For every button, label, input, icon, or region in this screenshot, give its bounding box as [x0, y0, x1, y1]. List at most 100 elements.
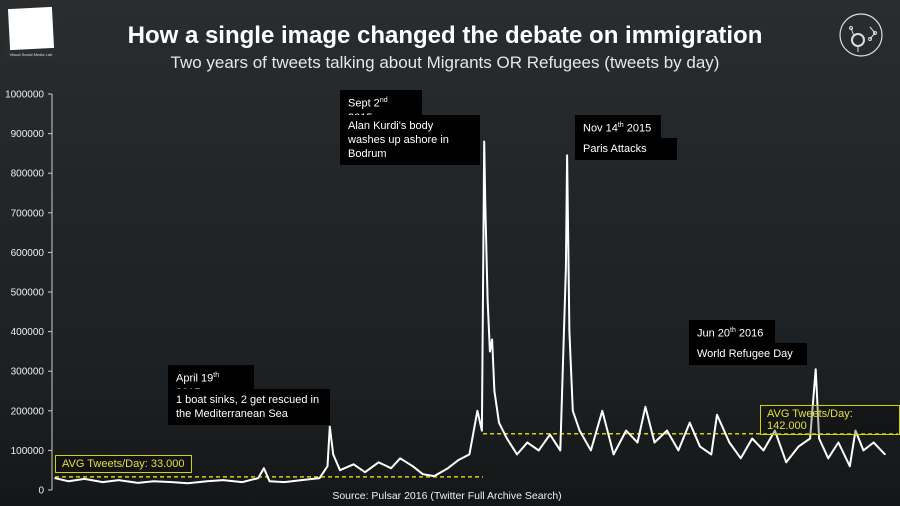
data-point	[699, 445, 701, 448]
data-point	[399, 457, 401, 460]
data-point	[390, 467, 392, 470]
data-point	[468, 453, 471, 456]
data-point	[339, 469, 341, 472]
data-point	[710, 453, 713, 456]
data-point	[493, 390, 496, 392]
data-points	[54, 140, 886, 485]
data-point	[827, 457, 830, 460]
data-point	[872, 441, 875, 444]
data-point	[422, 473, 424, 475]
y-tick-label: 600000	[11, 248, 45, 259]
data-point	[728, 441, 731, 444]
data-point	[67, 480, 70, 483]
y-tick-label: 200000	[11, 406, 45, 417]
data-point	[486, 299, 489, 301]
data-point	[644, 406, 647, 408]
chart-subtitle: Two years of tweets talking about Migran…	[170, 53, 720, 72]
data-point	[636, 441, 639, 444]
y-tick-label: 700000	[11, 208, 45, 219]
data-point	[862, 449, 865, 452]
data-point	[601, 410, 604, 412]
data-point	[854, 429, 857, 432]
data-point	[187, 482, 189, 485]
data-point	[740, 457, 742, 460]
data-point	[590, 449, 592, 452]
y-tick-label: 400000	[11, 327, 45, 338]
data-point	[751, 437, 753, 440]
data-point	[484, 204, 487, 206]
y-tick-label: 100000	[11, 446, 45, 457]
data-point	[257, 477, 260, 479]
annotation-date-nov14: Nov 14th 2015	[575, 115, 661, 140]
data-point	[837, 441, 840, 444]
data-point	[762, 449, 765, 452]
data-point	[241, 481, 244, 483]
data-point	[263, 467, 265, 470]
y-tick-label: 500000	[11, 288, 45, 299]
data-point	[526, 441, 529, 444]
data-point	[571, 410, 574, 412]
data-point	[688, 421, 691, 424]
data-point	[433, 475, 436, 477]
data-point	[352, 463, 355, 466]
source-note: Source: Pulsar 2016 (Twitter Full Archiv…	[332, 490, 562, 502]
data-point	[612, 453, 615, 456]
data-point	[206, 480, 208, 483]
data-point	[489, 350, 491, 353]
data-point	[83, 478, 86, 480]
data-point	[117, 479, 120, 481]
data-point	[300, 479, 303, 481]
data-point	[222, 479, 224, 481]
data-point	[818, 437, 820, 440]
y-axis: 0 100000 200000 300000 400000 500000 600000 700…	[5, 90, 53, 497]
y-tick-label: 900000	[11, 129, 45, 140]
data-point	[447, 467, 449, 470]
data-point	[809, 437, 811, 440]
data-point	[559, 449, 562, 452]
data-point	[666, 429, 668, 432]
data-point	[152, 480, 155, 483]
avg-label-after: AVG Tweets/Day: 142.000	[760, 405, 900, 435]
data-point	[849, 465, 851, 468]
data-point	[326, 465, 329, 468]
data-point	[283, 481, 286, 483]
y-tick-label: 1000000	[5, 90, 44, 101]
data-point	[566, 154, 568, 157]
y-tick-label: 800000	[11, 169, 45, 180]
y-tick-label: 0	[38, 486, 44, 497]
data-point	[411, 465, 414, 468]
data-point	[483, 140, 485, 143]
data-point	[491, 338, 493, 341]
data-point	[171, 481, 173, 483]
data-point	[814, 368, 817, 371]
avg-label-before: AVG Tweets/Day: 33.000	[55, 455, 192, 473]
data-point	[457, 459, 459, 462]
average-lines	[55, 433, 898, 478]
data-point	[328, 425, 331, 428]
data-point	[653, 441, 656, 444]
data-point	[268, 480, 271, 483]
annotation-date-jun20: Jun 20th 2016	[689, 320, 775, 345]
network-circle-icon	[839, 13, 883, 57]
data-point	[332, 453, 334, 456]
chart-title: How a single image changed the debate on…	[127, 22, 763, 49]
data-point	[677, 449, 680, 452]
data-point	[137, 482, 139, 484]
data-point	[54, 477, 56, 479]
data-point	[568, 330, 571, 333]
data-point	[774, 429, 776, 432]
data-point	[377, 461, 380, 464]
data-point	[549, 433, 551, 436]
data-point	[481, 429, 483, 432]
logo: Visual Social Media Lab	[5, 3, 57, 59]
annotation-text-jun20: World Refugee Day	[689, 343, 807, 365]
data-point	[516, 453, 518, 456]
data-point	[785, 461, 788, 464]
data-point	[506, 437, 508, 440]
data-point	[476, 410, 479, 412]
logo-text: Visual Social Media Lab	[9, 52, 53, 57]
annotation-text-sept2: Alan Kurdi's body washes up ashore in Bo…	[340, 115, 480, 165]
y-tick-label: 300000	[11, 367, 45, 378]
data-point	[625, 429, 627, 432]
